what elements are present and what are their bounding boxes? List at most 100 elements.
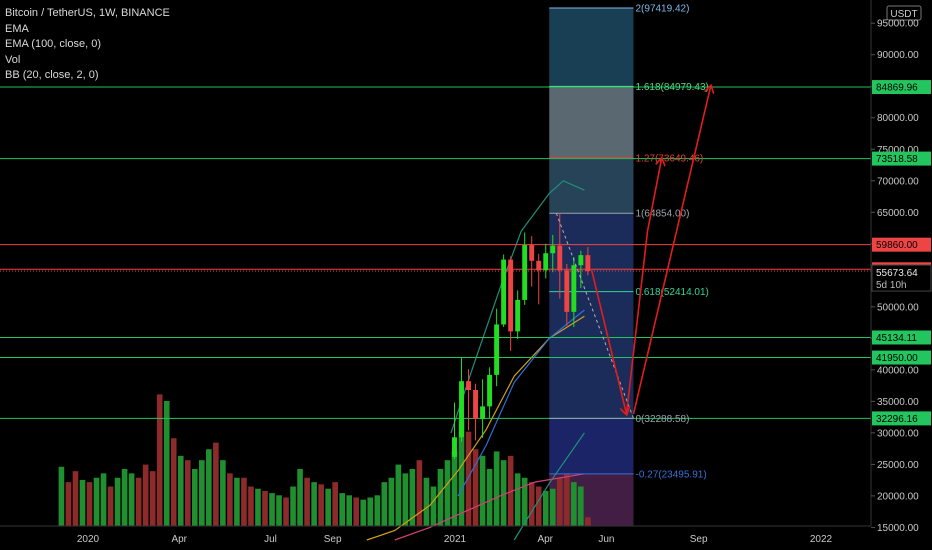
volume-bar — [311, 482, 317, 526]
volume-bar — [507, 455, 514, 526]
volume-bar — [325, 488, 331, 526]
volume-bar — [149, 471, 156, 526]
projection-arrow — [632, 86, 711, 415]
fib-level-label: 0.618(52414.01) — [635, 287, 708, 298]
bb-upper-line — [450, 180, 585, 434]
volume-bar — [571, 482, 577, 526]
legend-indicator-bb[interactable]: BB (20, close, 2, 0) — [5, 69, 99, 81]
volume-bar — [381, 482, 388, 526]
volume-bar — [276, 495, 282, 526]
volume-bar — [486, 468, 493, 526]
volume-bar — [585, 517, 591, 526]
volume-bar — [430, 486, 437, 526]
volume-bar — [121, 468, 128, 526]
legend-indicator-vol[interactable]: Vol — [5, 53, 21, 66]
volume-bar — [206, 449, 212, 526]
volume-bar — [170, 438, 177, 526]
price-tick-label: 25000.00 — [877, 460, 919, 471]
volume-bar — [444, 460, 451, 526]
level-price-label: 59860.00 — [876, 240, 918, 251]
volume-bar — [290, 486, 296, 526]
candle-body — [529, 245, 535, 261]
volume-bar — [367, 497, 374, 526]
volume-bar — [297, 468, 303, 526]
candle-body — [564, 270, 570, 312]
volume-bar — [500, 460, 507, 526]
price-tick-label: 75000.00 — [877, 145, 919, 156]
time-tick-label: 2021 — [444, 534, 467, 545]
fib-band-0 — [549, 7, 634, 87]
volume-bar — [248, 486, 254, 526]
fib-band-5 — [549, 473, 634, 526]
volume-bar — [472, 449, 479, 526]
volume-bar — [395, 464, 402, 526]
level-price-label: 45134.11 — [876, 333, 917, 344]
price-tick-label: 20000.00 — [877, 491, 919, 502]
current-price-badge — [871, 264, 932, 292]
candle-body — [522, 245, 528, 300]
volume-bar — [255, 488, 261, 526]
volume-bar — [220, 460, 226, 526]
volume-bar — [535, 486, 542, 526]
time-tick-label: Apr — [171, 534, 187, 545]
candle-body — [578, 255, 584, 266]
volume-bar — [549, 488, 556, 526]
candle-body — [550, 245, 556, 254]
level-price-badge — [872, 151, 931, 166]
candle-body — [571, 265, 577, 312]
volume-bar — [269, 493, 275, 526]
volume-bar — [135, 477, 142, 526]
volume-bar — [451, 451, 458, 526]
currency-badge — [886, 5, 922, 21]
volume-bar — [318, 484, 324, 526]
level-price-badge — [872, 350, 931, 365]
volume-bar — [374, 495, 381, 526]
volume-bar — [409, 468, 416, 526]
legend-indicator-ema-100[interactable]: EMA (100, close, 0) — [5, 38, 101, 50]
bb-basis-line — [457, 309, 585, 497]
volume-bar — [556, 477, 563, 526]
candle-body — [557, 245, 563, 271]
ema-100-line — [394, 473, 585, 541]
volume-bar — [262, 490, 268, 526]
volume-bar — [332, 482, 338, 526]
countdown-label: 5d 10h — [876, 280, 907, 291]
volume-bar — [241, 477, 247, 526]
volume-bar — [304, 477, 310, 526]
candle-body — [487, 374, 493, 407]
projection-arrow — [590, 268, 626, 414]
fib-level-label: 1.27(73649.46) — [635, 153, 703, 164]
level-price-badge — [872, 330, 931, 345]
legend-symbol[interactable]: Bitcoin / TetherUS, 1W, BINANCE — [5, 7, 170, 19]
fib-band-2 — [549, 157, 634, 214]
volume-bar — [283, 497, 289, 526]
projection-arrow — [625, 159, 662, 415]
volume-bar — [578, 486, 584, 526]
volume-bar — [86, 482, 93, 526]
candle-body — [515, 299, 521, 332]
legend-indicator-ema[interactable]: EMA — [5, 22, 29, 35]
volume-bar — [528, 482, 535, 526]
volume-bar — [107, 486, 114, 526]
volume-bar — [156, 394, 163, 526]
price-tick-label: 65000.00 — [877, 208, 919, 219]
candle-body — [501, 259, 507, 325]
price-tick-label: 50000.00 — [877, 302, 919, 313]
candle-body — [494, 324, 500, 375]
volume-bar — [234, 477, 240, 526]
volume-bar — [177, 455, 184, 526]
candle-body — [585, 255, 591, 272]
volume-bar — [514, 473, 521, 526]
candle-body — [480, 406, 486, 419]
volume-bar — [493, 451, 500, 526]
volume-bar — [458, 420, 465, 526]
price-tick-label: 80000.00 — [877, 113, 919, 124]
candle-body — [536, 260, 542, 271]
volume-bar — [79, 479, 86, 526]
price-tick-label: 70000.00 — [877, 176, 919, 187]
time-tick-label: 2022 — [810, 534, 833, 545]
volume-bar — [100, 473, 107, 526]
volume-bar — [479, 455, 486, 526]
